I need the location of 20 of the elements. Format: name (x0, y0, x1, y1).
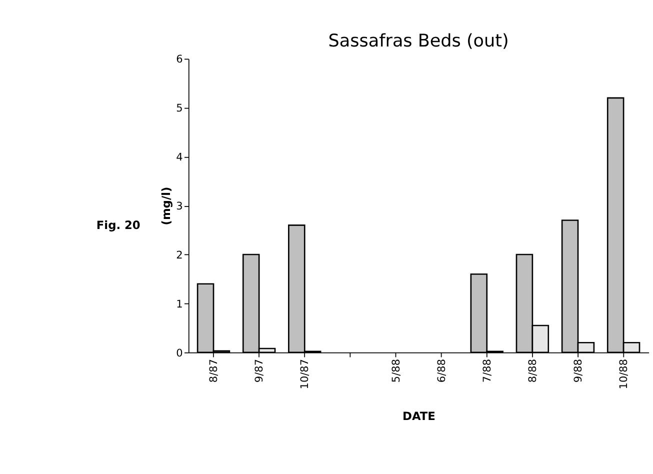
x-tick-label: 7/88 (481, 358, 494, 383)
y-tick-label: 6 (176, 54, 184, 66)
x-tick-label: 9/88 (572, 358, 585, 383)
x-tick-label: 6/88 (436, 358, 448, 383)
y-tick-label: 5 (176, 102, 183, 115)
y-tick-label: 0 (176, 347, 183, 360)
x-tick-label: 8/87 (208, 358, 220, 383)
y-tick-label: 4 (176, 152, 184, 164)
y-tick-label: 1 (176, 298, 183, 310)
y-axis-title: (mg/l) (158, 186, 173, 226)
caption: Fig. 20 (96, 218, 140, 232)
chart-title: Sassafras Beds (out) (328, 32, 509, 52)
x-tick-label: 8/88 (526, 358, 539, 383)
x-tick-label: 10/87 (299, 358, 312, 390)
y-tick-label: 2 (176, 249, 183, 262)
y-tick-label: 3 (176, 200, 183, 213)
x-tick-label: 5/88 (390, 358, 402, 383)
x-tick-label: 9/87 (254, 358, 266, 383)
x-axis-title: DATE (402, 408, 436, 423)
x-tick-label: 10/88 (618, 358, 630, 390)
